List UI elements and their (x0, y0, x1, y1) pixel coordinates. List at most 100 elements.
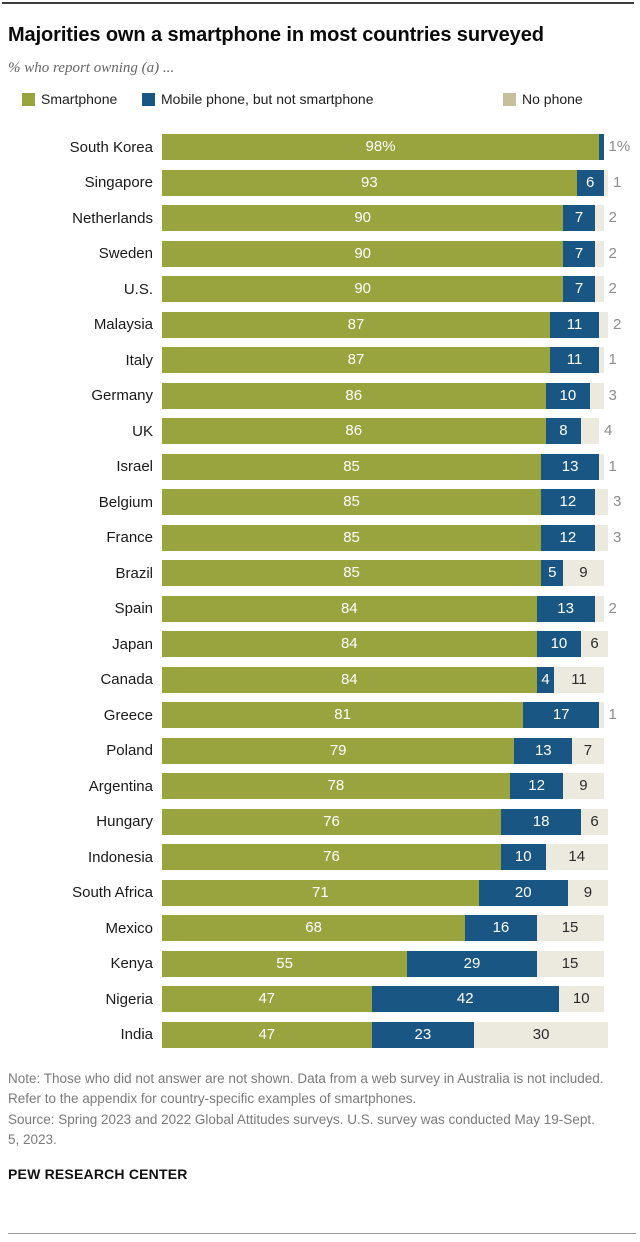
smartphone-value-label: 86 (345, 422, 363, 439)
smartphone-value-label: 90 (354, 209, 372, 226)
nophone-value-label: 10 (572, 990, 590, 1007)
smartphone-value-label: 78 (327, 777, 345, 794)
mobile-segment: 13 (536, 595, 595, 622)
mobile-segment: 42 (371, 986, 559, 1012)
mobile-value-label: 23 (414, 1025, 432, 1043)
smartphone-value-label: 85 (343, 493, 360, 510)
mobile-value-label: 17 (552, 706, 570, 723)
bar-row: Spain 84 13 2 (0, 595, 640, 622)
bar-row: South Africa 71 20 9 (0, 879, 640, 906)
nophone-value-label: 14 (568, 848, 586, 865)
bar-row: UK 86 8 4 (0, 418, 640, 444)
mobile-value-label: 12 (528, 777, 545, 794)
top-rule (2, 2, 634, 4)
mobile-segment: 5 (541, 560, 564, 586)
smartphone-segment: 87 (162, 311, 551, 338)
country-label: Singapore (84, 174, 153, 191)
outside-value-label: 4 (604, 422, 613, 439)
mobile-segment: 7 (563, 240, 595, 267)
smartphone-value-label: 47 (258, 990, 276, 1007)
country-label: Argentina (88, 777, 153, 795)
stacked-bar: 93 6 1 (162, 169, 621, 196)
mobile-value-label: 5 (548, 564, 557, 581)
smartphone-segment: 76 (162, 844, 501, 870)
nophone-value-label: 6 (590, 635, 599, 652)
stacked-bar: 86 10 3 (162, 382, 617, 409)
nophone-segment: 9 (563, 773, 604, 799)
outside-value-label: 1 (608, 706, 617, 723)
country-label: Poland (106, 742, 153, 759)
mobile-segment: 17 (523, 702, 600, 728)
country-label: Italy (125, 351, 153, 369)
mobile-segment: 16 (465, 915, 537, 941)
smartphone-value-label: 68 (305, 919, 322, 936)
smartphone-segment: 85 (162, 489, 542, 515)
mobile-segment: 12 (541, 489, 595, 515)
mobile-value-label: 7 (574, 280, 584, 297)
country-label: Belgium (98, 493, 153, 511)
nophone-value-label: 9 (579, 564, 588, 581)
stacked-bar: 85 12 3 (162, 489, 621, 515)
smartphone-value-label: 55 (276, 954, 293, 972)
nophone-value-label: 30 (532, 1025, 550, 1043)
outside-value-label: 1 (608, 351, 617, 368)
bar-row: Hungary 76 18 6 (0, 808, 640, 835)
mobile-value-label: 11 (566, 315, 583, 333)
country-label: Netherlands (72, 209, 153, 227)
bar-row: Netherlands 90 7 2 (0, 205, 640, 231)
stacked-bar: 55 29 15 (162, 950, 608, 977)
stacked-bar: 84 13 2 (162, 595, 617, 622)
outside-value-label: 2 (608, 280, 617, 297)
country-label: France (106, 529, 153, 546)
mobile-segment: 12 (541, 524, 595, 551)
nophone-segment: 30 (474, 1021, 608, 1048)
nophone-segment (599, 311, 608, 338)
bar-row: Argentina 78 12 9 (0, 773, 640, 799)
mobile-swatch-icon (142, 92, 155, 106)
smartphone-segment: 85 (162, 453, 542, 480)
country-label: UK (132, 422, 153, 440)
smartphone-segment: 84 (162, 631, 537, 657)
outside-value-label: 3 (612, 493, 622, 510)
page-title: Majorities own a smartphone in most coun… (8, 24, 544, 46)
mobile-segment: 10 (536, 631, 582, 657)
bar-row: Kenya 55 29 15 (0, 950, 640, 977)
country-label: Hungary (96, 813, 153, 830)
outside-value-label: 1% (608, 138, 631, 155)
stacked-bar: 76 18 6 (162, 808, 608, 835)
country-label: Sweden (98, 245, 153, 262)
stacked-bar: 79 13 7 (162, 737, 608, 764)
bar-row: U.S. 90 7 2 (0, 276, 640, 302)
bar-row: Germany 86 10 3 (0, 382, 640, 409)
smartphone-segment: 93 (162, 169, 577, 196)
bar-row: France 85 12 3 (0, 524, 640, 551)
bar-row: India 47 23 30 (0, 1021, 640, 1048)
smartphone-segment: 71 (162, 879, 479, 906)
nophone-segment (603, 169, 608, 196)
mobile-value-label: 11 (566, 351, 583, 368)
smartphone-value-label: 81 (334, 706, 351, 723)
footer: Note: Those who did not answer are not s… (8, 1069, 632, 1182)
stacked-bar: 87 11 1 (162, 347, 617, 373)
smartphone-value-label: 84 (340, 599, 358, 617)
mobile-segment: 12 (509, 773, 564, 799)
bar-row: Italy 87 11 1 (0, 347, 640, 373)
country-label: Nigeria (105, 990, 153, 1008)
country-label: Greece (103, 706, 153, 724)
bar-row: Brazil 85 5 9 (0, 560, 640, 586)
nophone-segment (594, 489, 608, 515)
mobile-segment: 29 (407, 950, 537, 977)
mobile-segment: 8 (545, 418, 582, 444)
nophone-segment: 11 (554, 666, 604, 693)
mobile-value-label: 4 (541, 670, 550, 688)
country-label: Kenya (110, 955, 153, 972)
smartphone-segment: 87 (162, 347, 551, 373)
bar-row: Mexico 68 16 15 (0, 915, 640, 941)
stacked-bar: 68 16 15 (162, 915, 608, 941)
mobile-value-label: 8 (559, 422, 568, 439)
mobile-segment: 10 (500, 844, 546, 870)
nophone-value-label: 9 (583, 883, 593, 901)
smartphone-value-label: 85 (343, 457, 360, 475)
mobile-value-label: 42 (456, 990, 474, 1007)
smartphone-value-label: 71 (311, 883, 329, 901)
